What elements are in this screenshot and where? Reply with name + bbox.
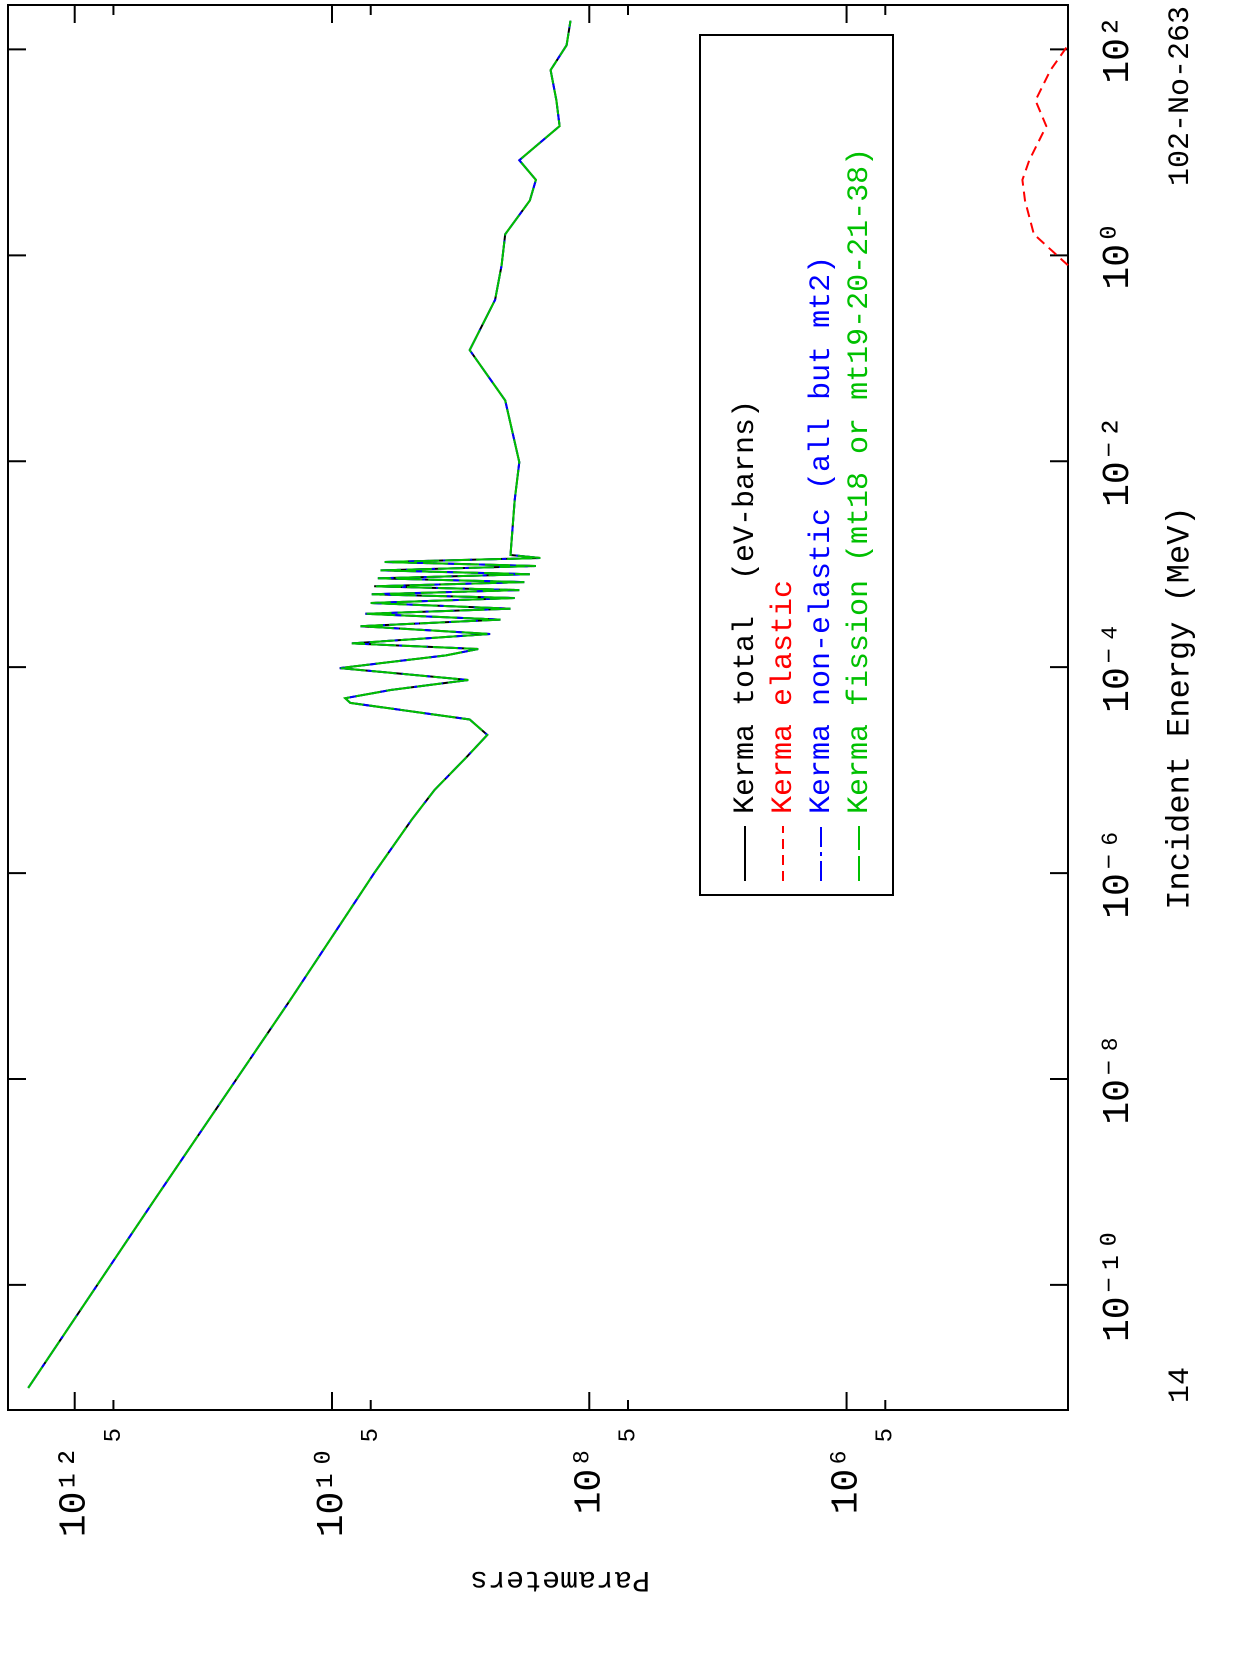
series-line [27,20,572,1389]
x-tick-label: 10⁻⁴ [1097,622,1140,713]
annotation: 14 [1164,1367,1198,1403]
chart-title: 102-No-263 [1164,6,1198,186]
y-tick-label: 5 [873,1428,900,1442]
y-axis-label: Parameters [470,1562,650,1596]
series-line [27,20,572,1389]
x-tick-label: 10⁻⁸ [1097,1033,1140,1124]
legend-box [699,34,894,896]
legend-label: Kerma fission (mt18 or mt19-20-21-38) [843,148,877,814]
x-tick-label: 10⁻² [1097,416,1140,507]
y-tick-label: 5 [615,1428,642,1442]
y-tick-label: 10⁸ [568,1446,611,1514]
x-tick-label: 10⁻¹⁰ [1097,1228,1140,1342]
legend-label: Kerma total (eV-barns) [729,400,763,814]
y-tick-label: 5 [101,1428,128,1442]
legend-label: Kerma elastic [767,580,801,814]
y-tick-label: 10¹⁰ [311,1446,354,1537]
y-tick-label: 5 [358,1428,385,1442]
y-tick-label: 10¹² [54,1446,97,1537]
chart: 102-No-263 14 Incident Energy (MeV) Para… [7,4,1198,1596]
series-line [1021,44,1069,267]
legend-label: Kerma non-elastic (all but mt2) [805,256,839,814]
plot-frame [7,4,1069,1411]
x-tick-label: 10² [1097,15,1140,83]
x-axis-label: Incident Energy (MeV) [1161,506,1198,909]
y-tick-label: 10⁶ [826,1446,869,1514]
x-tick-label: 10⁻⁶ [1097,827,1140,918]
series-line [27,20,572,1389]
x-tick-label: 10⁰ [1097,221,1140,290]
